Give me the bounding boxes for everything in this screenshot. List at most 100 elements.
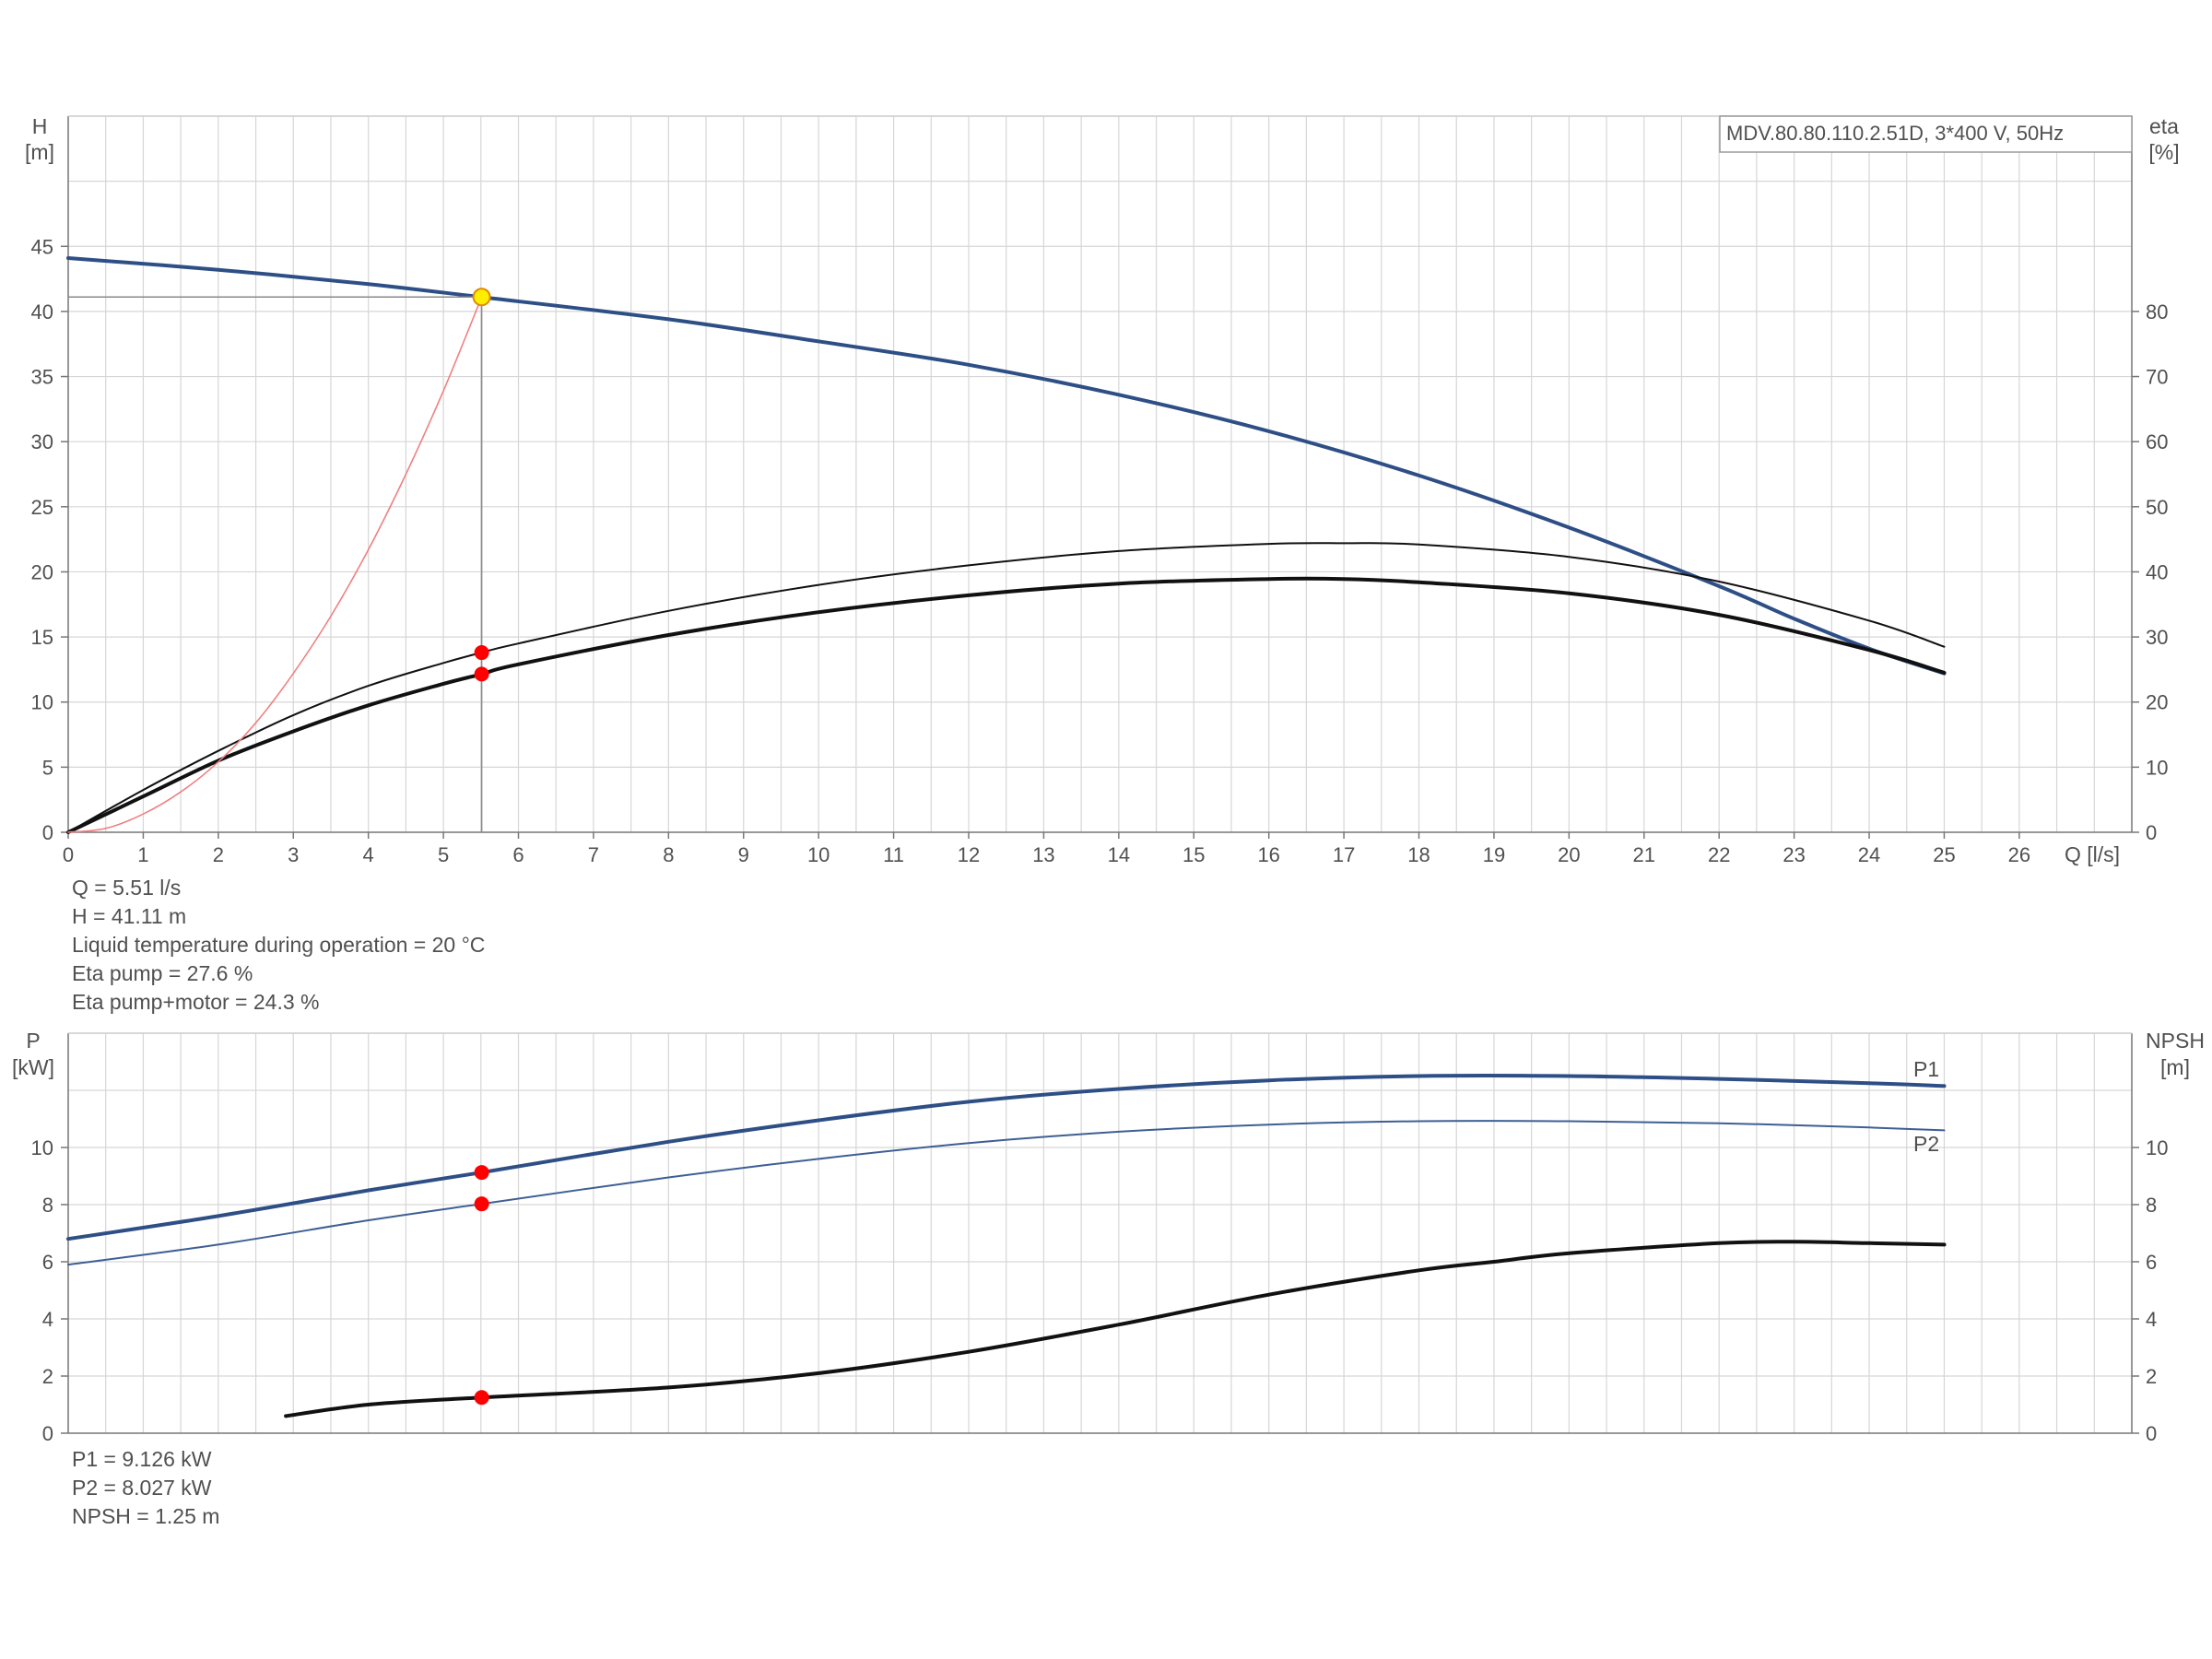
npsh-curve — [284, 1240, 1947, 1418]
npsh-axis-label-unit: [m] — [2160, 1055, 2190, 1079]
p1-operating-point — [474, 1165, 489, 1181]
left-tick-label: 45 — [31, 235, 53, 258]
series — [66, 1074, 1947, 1418]
x-tick-label: 7 — [588, 843, 599, 866]
q-axis-label: Q [l/s] — [2065, 842, 2120, 866]
right-tick-label: 0 — [2146, 1422, 2157, 1445]
x-tick-label: 14 — [1108, 843, 1130, 866]
right-tick-label: 10 — [2146, 756, 2168, 779]
x-tick-label: 20 — [1558, 843, 1580, 866]
left-tick-label: 40 — [31, 300, 53, 324]
right-tick-label: 2 — [2146, 1365, 2157, 1388]
x-tick-label: 23 — [1783, 843, 1805, 866]
axes — [67, 115, 2133, 833]
eta-pump-motor-operating-point — [474, 666, 489, 682]
model-label-box — [1719, 115, 2133, 153]
operating-points — [68, 288, 491, 832]
right-tick-label: 20 — [2146, 691, 2168, 714]
x-tick-label: 18 — [1407, 843, 1430, 866]
head-curve — [66, 256, 1947, 676]
right-tick-label: 60 — [2146, 430, 2168, 453]
right-tick-label: 0 — [2146, 821, 2157, 844]
info-p2: P2 = 8.027 kW — [72, 1476, 212, 1500]
left-tick-label: 0 — [42, 1422, 53, 1445]
x-tick-label: 1 — [137, 843, 148, 866]
x-tick-label: 12 — [958, 843, 980, 866]
left-tick-label: 35 — [31, 366, 53, 389]
axes — [67, 1032, 2133, 1434]
x-tick-label: 24 — [1858, 843, 1880, 866]
left-tick-label: 5 — [42, 756, 53, 779]
info-head: H = 41.11 m — [72, 904, 187, 928]
p1-series-label: P1 — [1913, 1057, 1939, 1081]
right-tick-label: 50 — [2146, 496, 2168, 519]
p2-series-label: P2 — [1913, 1132, 1939, 1156]
right-tick-label: 10 — [2146, 1136, 2168, 1159]
x-tick-label: 22 — [1708, 843, 1730, 866]
x-tick-label: 21 — [1633, 843, 1655, 866]
tick-labels: 0 2 4 6 8 10 0 2 4 6 8 10 — [31, 1136, 2169, 1445]
x-tick-label: 15 — [1182, 843, 1205, 866]
eta-axis-label-unit: [%] — [2148, 140, 2179, 164]
left-tick-label: 30 — [31, 430, 53, 453]
x-tick-label: 13 — [1032, 843, 1054, 866]
duty-point-marker — [472, 288, 491, 307]
info-eta-pump-motor: Eta pump+motor = 24.3 % — [72, 990, 320, 1014]
info-eta-pump: Eta pump = 27.6 % — [72, 961, 253, 985]
x-tick-label: 17 — [1333, 843, 1355, 866]
system-curve — [67, 296, 483, 833]
p2-curve — [67, 1120, 1946, 1266]
x-tick-label: 10 — [807, 843, 830, 866]
right-tick-label: 70 — [2146, 366, 2168, 389]
x-tick-label: 11 — [883, 843, 904, 866]
grid — [68, 115, 2132, 832]
x-tick-label: 25 — [1933, 843, 1955, 866]
series — [66, 256, 1947, 834]
npsh-axis-label-symbol: NPSH — [2146, 1029, 2205, 1053]
p-axis-label-symbol: P — [26, 1029, 40, 1053]
left-tick-label: 8 — [42, 1194, 53, 1217]
left-tick-label: 10 — [31, 691, 53, 714]
left-tick-label: 0 — [42, 821, 53, 844]
eta-pump-motor-curve — [66, 576, 1947, 834]
power-npsh-chart: 0 2 4 6 8 10 0 2 4 6 8 10 P [kW] NPSH [m] P1 P2 — [12, 1029, 2205, 1445]
eta-pump-curve — [67, 542, 1946, 833]
npsh-operating-point — [474, 1390, 489, 1406]
info-p1: P1 = 9.126 kW — [72, 1447, 212, 1471]
left-tick-label: 15 — [31, 626, 53, 649]
x-tick-label: 6 — [512, 843, 524, 866]
p-axis-label-unit: [kW] — [12, 1055, 54, 1079]
x-tick-label: 5 — [438, 843, 449, 866]
x-tick-label: 26 — [2008, 843, 2030, 866]
right-tick-label: 30 — [2146, 626, 2168, 649]
right-tick-label: 40 — [2146, 560, 2168, 583]
x-tick-label: 9 — [738, 843, 749, 866]
model-label: MDV.80.80.110.2.51D, 3*400 V, 50Hz — [1726, 122, 2064, 145]
x-tick-label: 16 — [1257, 843, 1279, 866]
p2-operating-point — [474, 1196, 489, 1212]
right-tick-label: 6 — [2146, 1251, 2157, 1274]
left-tick-label: 25 — [31, 496, 53, 519]
info-liquid-temperature: Liquid temperature during operation = 20… — [72, 933, 486, 957]
p1-curve — [66, 1074, 1947, 1241]
right-tick-label: 8 — [2146, 1194, 2157, 1217]
h-axis-label-symbol: H — [32, 114, 48, 138]
operating-points — [474, 1165, 489, 1406]
left-tick-label: 20 — [31, 560, 53, 583]
operating-info-bottom: P1 = 9.126 kW P2 = 8.027 kW NPSH = 1.25 … — [72, 1445, 219, 1531]
x-tick-label: 3 — [288, 843, 299, 866]
left-tick-label: 6 — [42, 1251, 53, 1274]
eta-axis-label-symbol: eta — [2149, 114, 2179, 138]
eta-pump-operating-point — [474, 645, 489, 661]
right-tick-label: 80 — [2146, 300, 2168, 324]
left-tick-label: 4 — [42, 1308, 53, 1331]
info-flow: Q = 5.51 l/s — [72, 876, 182, 900]
x-tick-label: 2 — [213, 843, 224, 866]
left-tick-label: 2 — [42, 1365, 53, 1388]
grid — [68, 1032, 2132, 1433]
info-npsh: NPSH = 1.25 m — [72, 1504, 220, 1528]
x-tick-label: 8 — [663, 843, 674, 866]
